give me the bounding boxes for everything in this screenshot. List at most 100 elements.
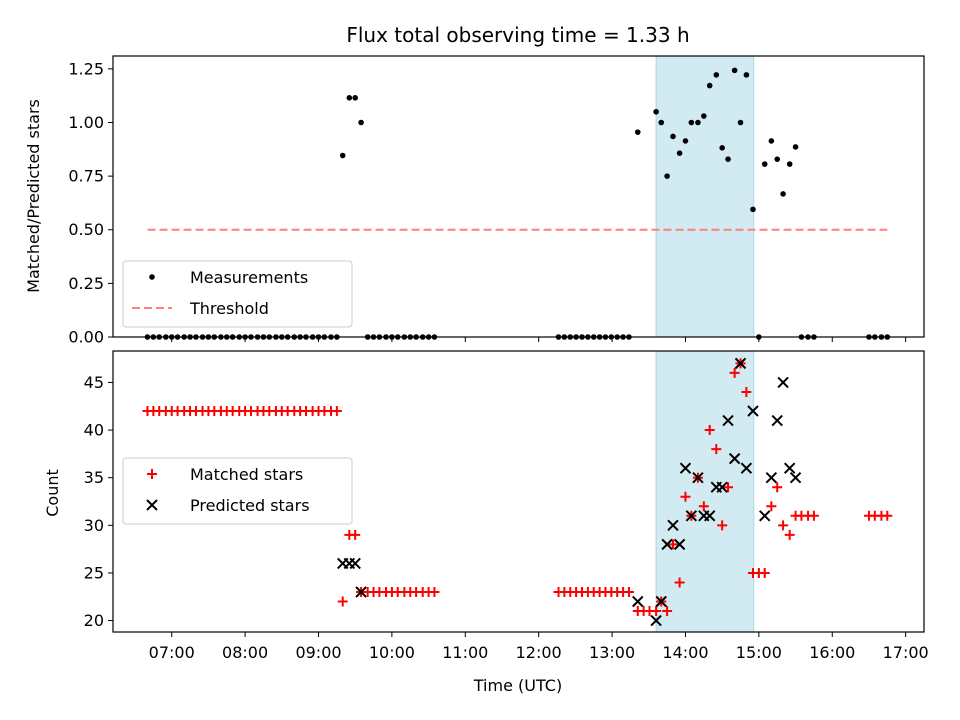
matched-star-point (623, 586, 634, 597)
measurement-point (725, 156, 731, 162)
top-y-tick-label: 0.50 (68, 220, 104, 239)
predicted-star-point (716, 481, 728, 493)
bottom-y-tick-label: 20 (84, 611, 104, 630)
matched-star-point (698, 501, 709, 512)
predicted-star-point (685, 510, 698, 522)
measurement-point (676, 150, 683, 156)
matched-star-point (759, 567, 770, 578)
predicted-star-point (783, 462, 796, 474)
matched-star-point (808, 510, 819, 521)
predicted-star-point (734, 357, 747, 370)
measurement-point (713, 72, 720, 78)
matched-star-point (766, 501, 777, 512)
top-highlight-span (655, 55, 755, 338)
predicted-star-point (789, 471, 802, 484)
bottom-x-tick-label: 09:00 (295, 643, 341, 662)
matched-star-point (723, 482, 734, 493)
top-legend-box (122, 260, 353, 328)
predicted-star-point (355, 586, 367, 598)
bottom-y-tick-label: 25 (84, 563, 104, 582)
matched-star-point (429, 586, 440, 597)
predicted-star-point (740, 462, 753, 474)
top-axes-frame (112, 55, 925, 338)
predicted-star-point (747, 405, 759, 417)
measurement-point (358, 119, 364, 126)
predicted-star-point (692, 471, 704, 484)
matched-star-point (741, 386, 752, 397)
chart-title: Flux total observing time = 1.33 h (346, 23, 689, 47)
bottom-y-tick-label: 30 (84, 516, 104, 535)
measurement-point (670, 133, 676, 140)
measurement-point (346, 95, 353, 101)
bottom-legend: Matched stars Predicted stars (122, 457, 353, 525)
bottom-legend-label: Matched stars (190, 465, 303, 484)
bottom-x-tick-label: 08:00 (222, 643, 268, 662)
measurement-point (737, 119, 744, 126)
matched-star-point (729, 367, 740, 378)
predicted-star-point (655, 595, 667, 608)
bottom-y-tick-label: 35 (84, 468, 104, 487)
top-y-tick-label: 1.00 (68, 113, 104, 132)
bottom-x-tick-label: 16:00 (809, 643, 855, 662)
measurement-point (786, 161, 793, 167)
measurement-point (352, 95, 358, 101)
predicted-star-point (771, 414, 783, 427)
matched-star-point (651, 606, 662, 617)
bottom-x-tick-label: 12:00 (516, 643, 562, 662)
bottom-x-tick-label: 15:00 (736, 643, 782, 662)
predicted-star-point (759, 510, 771, 522)
matched-star-point (331, 406, 342, 417)
predicted-star-point (765, 471, 778, 484)
legend-matched-swatch (147, 469, 157, 479)
predicted-star-point (661, 538, 673, 551)
measurement-point (634, 129, 641, 135)
predicted-star-point (349, 557, 361, 570)
measurement-point (701, 113, 707, 119)
measurement-point (774, 156, 781, 162)
bottom-x-tick-label: 11:00 (442, 643, 488, 662)
measurement-point (743, 72, 750, 78)
bottom-series-0 (142, 358, 893, 617)
bottom-highlight-span (655, 350, 755, 633)
predicted-star-point (728, 452, 741, 465)
bottom-panel: 20 25 30 35 40 45 07:00 08:00 09:00 10:00 11:00 12:… (84, 350, 929, 662)
predicted-star-point (667, 519, 679, 532)
measurement-point (653, 108, 659, 115)
matched-star-point (704, 425, 715, 436)
measurement-point (664, 173, 670, 179)
top-y-axis-label: Matched/Predicted stars (24, 99, 43, 293)
legend-measurement-swatch (149, 274, 155, 280)
top-y-tick-label: 0.00 (68, 328, 104, 347)
x-axis-label: Time (UTC) (473, 676, 562, 695)
matched-star-point (680, 491, 691, 502)
bottom-y-axis-label: Count (43, 469, 62, 517)
measurement-point (768, 138, 775, 144)
bottom-y-tick-label: 45 (84, 373, 104, 392)
predicted-star-point (703, 510, 716, 522)
top-panel: 0.00 0.25 0.50 0.75 1.00 1.25 Measurements Thre… (68, 55, 925, 347)
measurement-point (682, 138, 689, 144)
measurement-point (719, 145, 725, 151)
predicted-star-point (722, 414, 734, 427)
measurement-point (731, 67, 738, 74)
matched-star-point (662, 606, 673, 617)
bottom-x-tick-label: 10:00 (369, 643, 415, 662)
top-legend-label: Measurements (190, 268, 308, 287)
bottom-x-tick-label: 13:00 (589, 643, 635, 662)
predicted-star-point (632, 595, 644, 608)
matched-star-point (350, 529, 361, 540)
legend-predicted-swatch (146, 499, 158, 511)
bottom-axes-frame (112, 350, 925, 633)
top-y-tick-label: 0.75 (68, 167, 104, 186)
measurement-point (792, 144, 799, 150)
bottom-x-tick-label: 14:00 (662, 643, 708, 662)
measurement-point (339, 152, 346, 159)
bottom-x-tick-label: 17:00 (883, 643, 929, 662)
measurement-point (695, 119, 701, 126)
matched-star-point (772, 482, 783, 493)
bottom-legend-box (122, 457, 353, 525)
predicted-star-point (679, 462, 692, 474)
bottom-x-tick-label: 07:00 (149, 643, 195, 662)
matched-star-point (711, 444, 722, 455)
